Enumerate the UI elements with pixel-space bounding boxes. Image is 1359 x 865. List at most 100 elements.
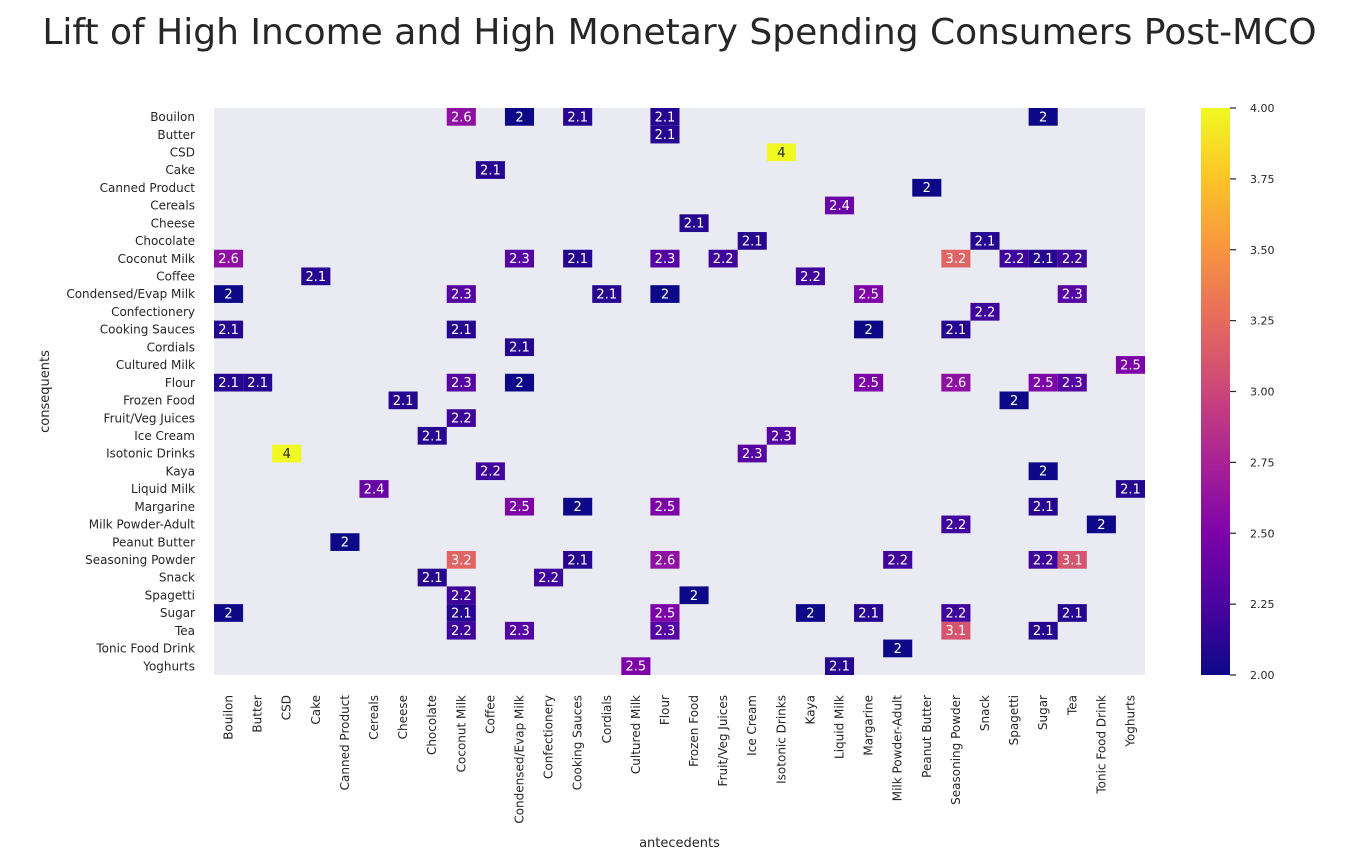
heatmap-cell (388, 391, 418, 410)
x-tick-label: Seasoning Powder (949, 695, 963, 805)
x-tick-label: Cordials (600, 695, 614, 743)
heatmap-cell (650, 108, 680, 126)
heatmap-cell (1057, 604, 1087, 622)
heatmap-cell (446, 550, 476, 569)
cell-value-label: 2.3 (509, 624, 530, 639)
cell-value-label: 2 (864, 323, 872, 338)
heatmap-cell (999, 249, 1029, 268)
cell-value-label: 2.1 (567, 252, 588, 267)
x-tick-label: Cultured Milk (629, 695, 643, 774)
cell-value-label: 2.1 (480, 164, 501, 179)
heatmap-cell (534, 568, 564, 587)
y-tick-label: Spagetti (145, 588, 195, 602)
cell-value-label: 2 (1039, 465, 1047, 480)
heatmap-cell (475, 462, 505, 481)
x-tick-label: Yoghurts (1123, 695, 1137, 748)
x-tick-label: Tea (1065, 695, 1079, 716)
heatmap-cell (1028, 621, 1058, 640)
cell-value-label: 2.2 (451, 624, 472, 639)
cell-value-label: 2.2 (975, 305, 996, 320)
heatmap-cell (737, 444, 767, 463)
colorbar-tick-label: 3.50 (1250, 244, 1275, 257)
x-tick-label: Confectionery (542, 695, 556, 779)
cell-value-label: 2 (1097, 518, 1105, 533)
cell-value-label: 2.1 (247, 376, 268, 391)
y-tick-label: Flour (165, 376, 195, 390)
cell-value-label: 2.1 (393, 394, 414, 409)
y-tick-label: Cultured Milk (116, 358, 195, 372)
y-tick-label: Isotonic Drinks (106, 447, 195, 461)
x-tick-label: Isotonic Drinks (774, 695, 788, 784)
x-tick-label: Butter (251, 695, 265, 733)
x-tick-label: Cooking Sauces (571, 695, 585, 790)
colorbar-tick-label: 2.50 (1250, 527, 1275, 540)
y-tick-label: Liquid Milk (131, 482, 195, 496)
x-tick-label: CSD (280, 695, 294, 720)
y-axis-label: consequents (38, 350, 53, 433)
heatmap-cell (766, 426, 796, 445)
heatmap-cell (417, 426, 447, 445)
heatmap-cell (272, 444, 302, 463)
y-tick-label: Cooking Sauces (100, 323, 195, 337)
cell-value-label: 2.1 (1120, 482, 1141, 497)
x-tick-label: Peanut Butter (920, 695, 934, 778)
heatmap-cell (854, 604, 884, 622)
cell-value-label: 2 (224, 606, 232, 621)
cell-value-label: 2.1 (975, 234, 996, 249)
y-tick-label: Frozen Food (123, 394, 195, 408)
y-tick-label: Butter (157, 128, 195, 142)
heatmap-cell (708, 249, 738, 268)
cell-value-label: 2.1 (422, 571, 443, 586)
y-tick-label: Yoghurts (142, 659, 195, 673)
cell-value-label: 2.2 (1004, 252, 1025, 267)
cell-value-label: 2.1 (1033, 500, 1054, 515)
heatmap-cell (766, 143, 796, 162)
heatmap-cell (504, 338, 535, 357)
heatmap-cell (446, 285, 476, 303)
heatmap-cell (475, 161, 505, 179)
heatmap-cell (795, 604, 825, 622)
heatmap-cell (650, 550, 680, 569)
cell-value-label: 2.1 (1033, 252, 1054, 267)
cell-value-label: 3.1 (946, 624, 967, 639)
cell-value-label: 3.2 (946, 252, 967, 267)
heatmap-cell (446, 373, 476, 392)
heatmap-cell (563, 108, 593, 126)
cell-value-label: 2.3 (655, 624, 676, 639)
heatmap-cell (941, 320, 971, 339)
colorbar-tick-label: 2.75 (1250, 456, 1275, 469)
x-tick-label: Kaya (803, 695, 817, 724)
cell-value-label: 2.2 (451, 589, 472, 604)
cell-value-label: 2.5 (1120, 358, 1141, 373)
colorbar-tick-label: 3.00 (1250, 386, 1275, 399)
cell-value-label: 2.1 (655, 110, 676, 125)
cell-value-label: 2.3 (451, 288, 472, 303)
y-tick-label: Cheese (151, 216, 195, 230)
y-tick-label: Ice Cream (134, 429, 195, 443)
heatmap-cell (679, 214, 709, 233)
heatmap-cell (679, 586, 709, 605)
x-tick-label: Chocolate (425, 695, 439, 755)
cell-value-label: 2.1 (1062, 606, 1083, 621)
heatmap-cell (446, 320, 476, 339)
cell-value-label: 2.3 (655, 252, 676, 267)
cell-value-label: 2.2 (946, 518, 967, 533)
x-tick-label: Fruit/Veg Juices (716, 695, 730, 786)
cell-value-label: 2.1 (567, 553, 588, 568)
x-tick-label: Coffee (483, 695, 497, 734)
heatmap-cell (504, 373, 535, 392)
heatmap-cell (941, 621, 971, 640)
cell-value-label: 2.1 (655, 128, 676, 143)
heatmap-cell (301, 267, 331, 286)
heatmap-cell (1028, 249, 1058, 268)
cell-value-label: 2.3 (742, 447, 763, 462)
cell-value-label: 2.5 (626, 660, 647, 675)
cell-value-label: 3.1 (1062, 553, 1083, 568)
cell-value-label: 2.1 (509, 341, 530, 356)
y-tick-label: Peanut Butter (112, 535, 195, 549)
heatmap-cell (330, 533, 360, 551)
cell-value-label: 2.5 (858, 288, 879, 303)
cell-value-label: 2.1 (305, 270, 326, 285)
colorbar-tick-label: 4.00 (1250, 102, 1275, 115)
